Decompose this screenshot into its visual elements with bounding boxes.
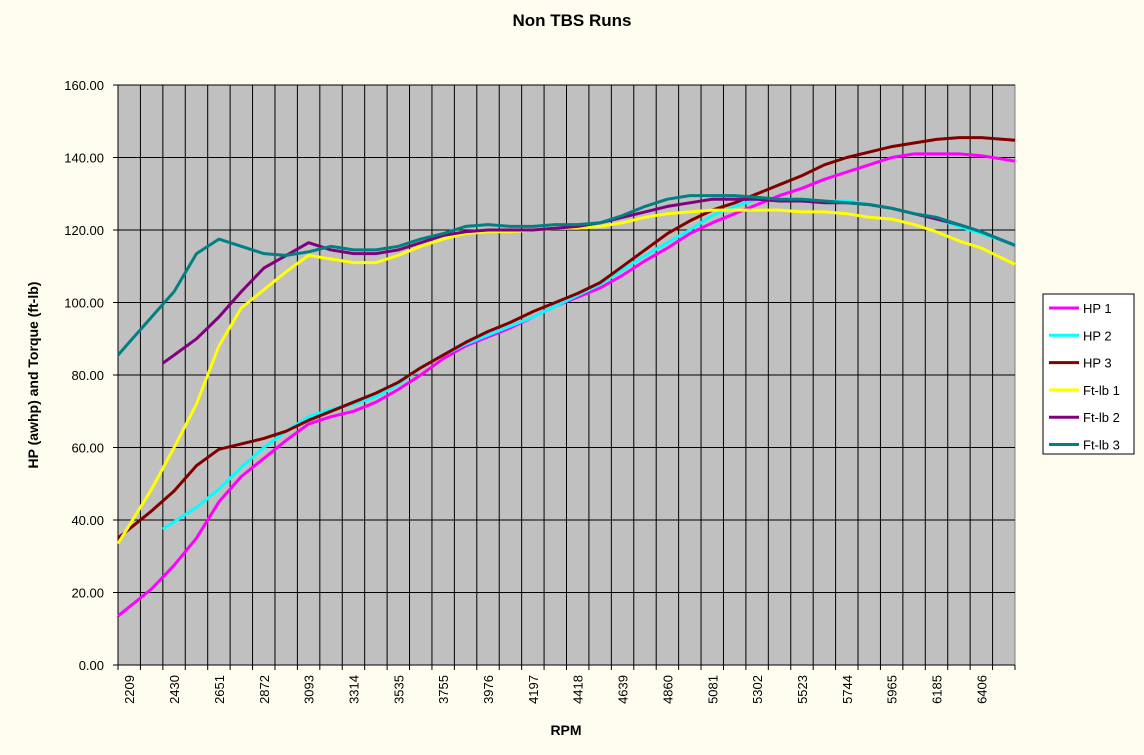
x-tick-label: 5302: [750, 675, 765, 704]
x-tick-label: 6185: [930, 675, 945, 704]
x-tick-label: 4418: [571, 675, 586, 704]
x-tick-label: 5965: [885, 675, 900, 704]
y-tick-label: 20.00: [71, 586, 104, 601]
x-tick-label: 5744: [840, 675, 855, 704]
x-tick-label: 2651: [212, 675, 227, 704]
legend: HP 1 HP 2 HP 3 Ft-lb 1 Ft-lb 2 Ft-lb 3: [1042, 293, 1135, 455]
x-tick-label: 2209: [122, 675, 137, 704]
gridlines: [118, 84, 1015, 666]
y-tick-label: 80.00: [71, 368, 104, 383]
x-tick-label: 6406: [974, 675, 989, 704]
legend-label: Ft-lb 3: [1083, 438, 1120, 453]
series-line-hp-3: [117, 136, 1016, 540]
y-tick-label: 100.00: [64, 296, 104, 311]
series-line-ft-lb-3: [116, 194, 1016, 357]
y-tick-label: 0.00: [79, 658, 104, 673]
x-tick-label: 3314: [346, 675, 361, 704]
x-tick-label: 4639: [616, 675, 631, 704]
y-tick-label: 40.00: [71, 513, 104, 528]
chart-title: Non TBS Runs: [513, 11, 632, 30]
x-tick-label: 5081: [705, 675, 720, 704]
x-tick-label: 3535: [391, 675, 406, 704]
y-axis-title: HP (awhp) and Torque (ft-lb): [25, 282, 41, 469]
series-lines: [116, 136, 1016, 618]
x-tick-label: 3755: [436, 675, 451, 704]
x-tick-label: 4860: [660, 675, 675, 704]
legend-label: HP 1: [1083, 301, 1112, 316]
x-tick-label: 4197: [526, 675, 541, 704]
x-tick-label: 5523: [795, 675, 810, 704]
legend-label: HP 2: [1083, 328, 1112, 343]
axes: 0.00 20.00 40.00 60.00 80.00 100.00 120.00 140.…: [64, 78, 1016, 704]
legend-box: [1042, 293, 1135, 455]
y-tick-label: 60.00: [71, 441, 104, 456]
y-tick-label: 120.00: [64, 223, 104, 238]
x-axis-title: RPM: [550, 722, 581, 738]
x-tick-label: 3976: [481, 675, 496, 704]
legend-label: Ft-lb 1: [1083, 383, 1120, 398]
legend-label: Ft-lb 2: [1083, 410, 1120, 425]
x-tick-label: 2430: [167, 675, 182, 704]
x-tick-label: 3093: [302, 675, 317, 704]
x-tick-label: 2872: [257, 675, 272, 704]
y-tick-label: 160.00: [64, 78, 104, 93]
y-tick-label: 140.00: [64, 151, 104, 166]
legend-label: HP 3: [1083, 356, 1112, 371]
